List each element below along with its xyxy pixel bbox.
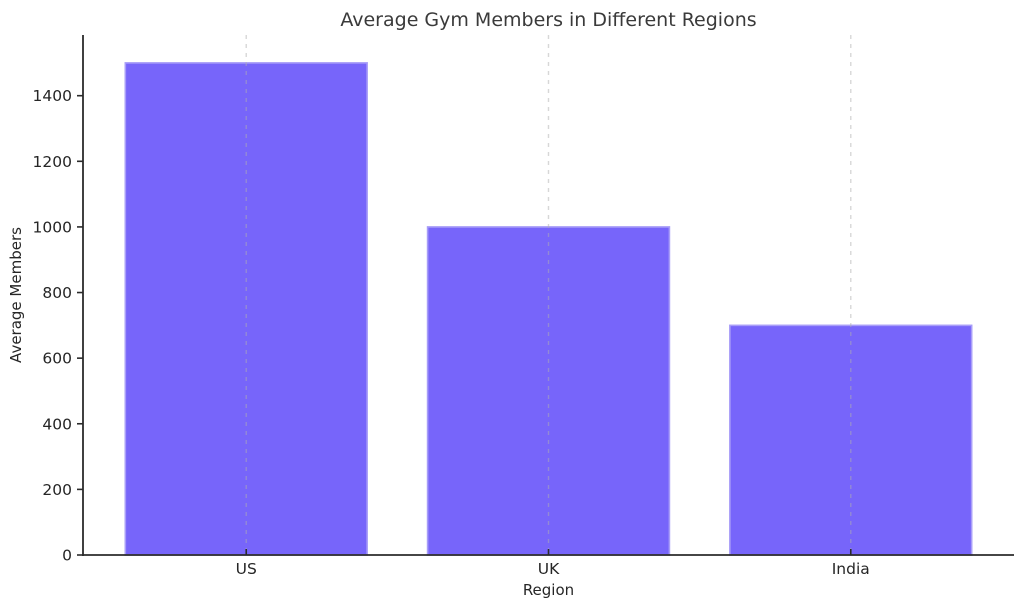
x-tick-label-india: India xyxy=(832,560,870,578)
y-tick-label-0: 0 xyxy=(62,547,72,565)
x-tick-label-us: US xyxy=(236,560,257,578)
y-tick-label-1200: 1200 xyxy=(33,153,72,171)
gridlines-group xyxy=(245,35,852,555)
chart-title: Average Gym Members in Different Regions xyxy=(340,9,756,31)
tick-marks-group xyxy=(77,94,852,556)
y-tick-label-200: 200 xyxy=(42,481,72,499)
x-tick-label-uk: UK xyxy=(538,560,560,578)
y-tick-label-400: 400 xyxy=(42,415,72,433)
y-tick-label-1400: 1400 xyxy=(33,87,72,105)
y-tick-label-800: 800 xyxy=(42,284,72,302)
tick-labels-group: 0 200 400 600 800 1000 1200 1400 US UK India xyxy=(33,87,870,578)
y-tick-label-600: 600 xyxy=(42,350,72,368)
x-axis-label: Region xyxy=(523,581,574,599)
y-tick-label-1000: 1000 xyxy=(33,218,72,236)
y-axis-label: Average Members xyxy=(7,227,25,363)
